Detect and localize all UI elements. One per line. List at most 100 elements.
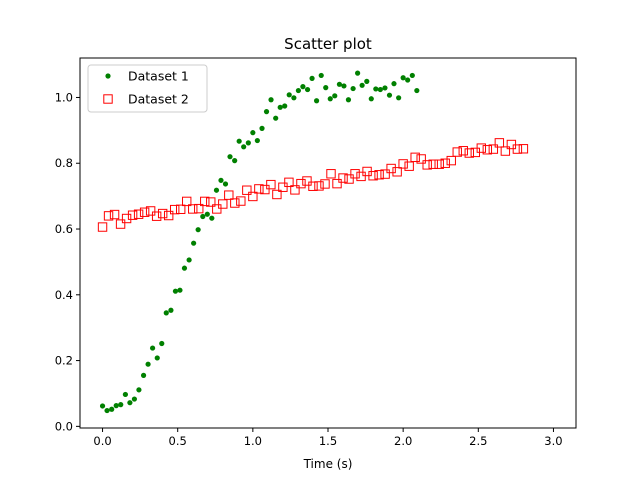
dataset-1-point xyxy=(345,97,352,103)
dataset-1-point xyxy=(304,86,311,93)
dataset-1-point xyxy=(204,211,210,217)
dataset-2-point xyxy=(332,178,342,189)
dataset-1-point xyxy=(318,72,324,79)
dataset-1-point xyxy=(168,307,174,313)
dataset-2-point xyxy=(440,158,450,168)
dataset-1-point xyxy=(149,345,156,351)
dataset-1-point xyxy=(163,310,169,316)
dataset-1-point xyxy=(286,92,292,98)
dataset-1-point xyxy=(122,391,128,398)
dataset-2-point xyxy=(248,191,258,202)
dataset-2-point xyxy=(194,203,204,214)
y-tick-label: 0.8 xyxy=(55,156,73,170)
dataset-1-point xyxy=(191,240,197,246)
dataset-1-point xyxy=(145,361,151,367)
dataset-2-point xyxy=(169,204,180,215)
dataset-2-point xyxy=(368,171,378,181)
dataset-2-point xyxy=(308,181,318,191)
x-tick-label: 3.0 xyxy=(544,434,562,448)
legend-marker-dataset-2 xyxy=(103,94,113,104)
dataset-1-point xyxy=(295,87,301,94)
dataset-1-point xyxy=(323,85,329,91)
dataset-2-point xyxy=(127,210,138,220)
dataset-1-point xyxy=(254,137,260,144)
dataset-1-point xyxy=(159,340,165,347)
dataset-2-point xyxy=(482,145,493,155)
dataset-2-point xyxy=(115,219,126,229)
dataset-1-point xyxy=(259,125,265,131)
dataset-1-point xyxy=(273,115,279,121)
y-tick-label: 0.4 xyxy=(55,288,73,302)
dataset-2-point xyxy=(296,178,306,189)
dataset-1-point xyxy=(282,103,288,109)
dataset-1-point xyxy=(140,372,147,378)
dataset-1-point xyxy=(391,81,397,87)
dataset-2-point xyxy=(103,211,114,221)
dataset-1-point xyxy=(118,402,124,408)
y-tick-label: 0.6 xyxy=(55,222,73,236)
dataset-1-point xyxy=(414,87,420,94)
dataset-1-point xyxy=(327,96,333,102)
dataset-2-point xyxy=(260,184,270,195)
dataset-1-point xyxy=(200,213,206,220)
x-tick-label: 0.5 xyxy=(169,434,187,448)
chart-title: Scatter plot xyxy=(284,35,372,53)
dataset-2-point xyxy=(176,204,186,214)
dataset-1-point xyxy=(245,140,251,146)
dataset-1-point xyxy=(113,403,119,409)
dataset-2-point xyxy=(380,169,390,179)
dataset-1-point xyxy=(177,287,183,293)
dataset-1-point xyxy=(154,355,160,361)
dataset-2-point xyxy=(494,138,505,148)
dataset-1-point xyxy=(172,288,179,294)
dataset-2-point xyxy=(224,190,234,200)
dataset-2-point xyxy=(284,177,294,188)
dataset-1-point xyxy=(104,407,110,414)
dataset-1-point xyxy=(350,85,356,92)
dataset-2-point xyxy=(290,185,300,195)
dataset-1-point xyxy=(131,396,138,402)
dataset-1-point xyxy=(386,92,393,98)
dataset-2-point xyxy=(350,169,360,179)
dataset-1-point xyxy=(127,400,133,406)
dataset-2-point xyxy=(476,143,487,153)
dataset-2-point xyxy=(182,196,192,207)
dataset-2-point xyxy=(518,144,529,154)
x-tick-label: 1.0 xyxy=(244,434,262,448)
dataset-1-point xyxy=(99,403,106,409)
dataset-1-point xyxy=(213,187,220,193)
dataset-1-point xyxy=(409,72,415,79)
dataset-2-point xyxy=(320,179,330,189)
dataset-2-point xyxy=(374,170,384,180)
dataset-2-point xyxy=(464,148,474,158)
dataset-2-point xyxy=(344,174,354,184)
dataset-1-point xyxy=(218,177,224,183)
dataset-2-point xyxy=(272,189,282,200)
dataset-1-point xyxy=(291,95,297,101)
dataset-1-point xyxy=(222,181,229,187)
legend-label: Dataset 2 xyxy=(128,92,189,107)
dataset-2-point xyxy=(151,211,162,221)
legend-label: Dataset 1 xyxy=(128,69,189,84)
dataset-2-point xyxy=(133,209,144,219)
dataset-1-point xyxy=(277,104,283,110)
dataset-2-point xyxy=(302,176,312,186)
dataset-2-point xyxy=(410,152,420,163)
dataset-1-point xyxy=(241,144,247,150)
y-tick-label: 1.0 xyxy=(55,90,73,104)
dataset-2-point xyxy=(458,146,468,156)
legend-box xyxy=(87,64,208,113)
dataset-1-point xyxy=(195,227,201,233)
dataset-2-point xyxy=(512,144,523,154)
dataset-2-point xyxy=(356,171,366,182)
dataset-2-point xyxy=(278,182,288,192)
x-tick-label: 0.0 xyxy=(93,434,111,448)
dataset-1-point xyxy=(373,86,379,92)
dataset-2-point xyxy=(416,154,426,164)
dataset-2-point xyxy=(428,159,438,169)
dataset-1-point xyxy=(236,138,242,144)
dataset-2-point xyxy=(218,199,228,209)
dataset-2-point xyxy=(434,159,444,169)
dataset-2-point xyxy=(398,159,408,169)
dataset-2-point xyxy=(163,210,174,221)
